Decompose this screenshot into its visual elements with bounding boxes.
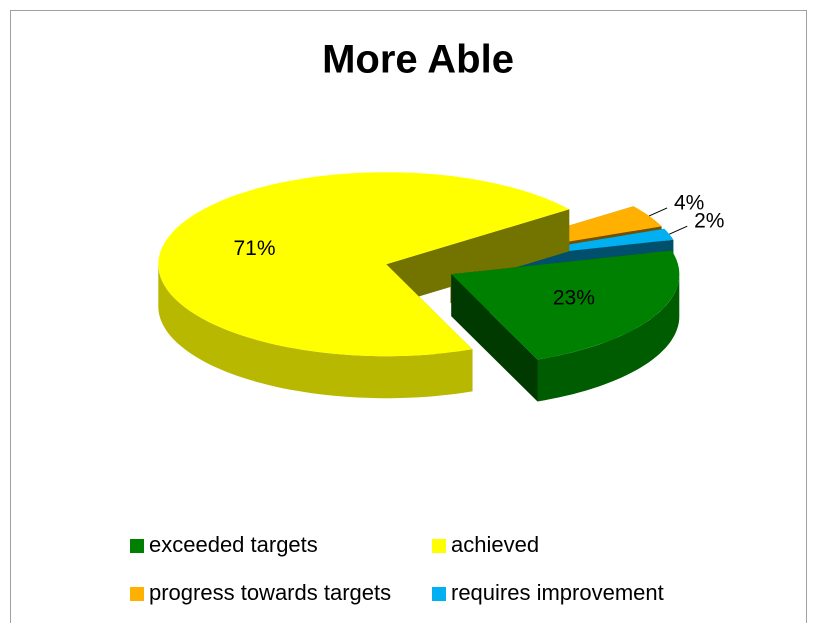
leader-line bbox=[669, 225, 688, 235]
legend-swatch bbox=[130, 539, 144, 553]
slice-top bbox=[451, 250, 680, 360]
legend-swatch bbox=[432, 539, 446, 553]
slice-top bbox=[158, 172, 570, 357]
slice-wall bbox=[451, 274, 538, 402]
legend-swatch bbox=[130, 587, 144, 601]
leader-line bbox=[648, 207, 668, 217]
chart-title: More Able bbox=[322, 38, 514, 82]
data-label: 4% bbox=[674, 191, 704, 214]
legend-label: exceeded targets bbox=[149, 532, 318, 557]
legend-label: requires improvement bbox=[451, 580, 664, 605]
slice-wall bbox=[386, 209, 570, 307]
legend-swatch bbox=[432, 587, 446, 601]
legend-label: progress towards targets bbox=[149, 580, 391, 605]
slice-side bbox=[537, 274, 680, 402]
data-label: 23% bbox=[553, 286, 595, 309]
legend-label: achieved bbox=[451, 532, 539, 557]
data-label: 71% bbox=[234, 237, 276, 260]
data-label: 2% bbox=[694, 210, 724, 233]
pie-slice bbox=[451, 250, 680, 402]
pie-slice bbox=[158, 172, 570, 399]
slice-side bbox=[158, 264, 473, 399]
